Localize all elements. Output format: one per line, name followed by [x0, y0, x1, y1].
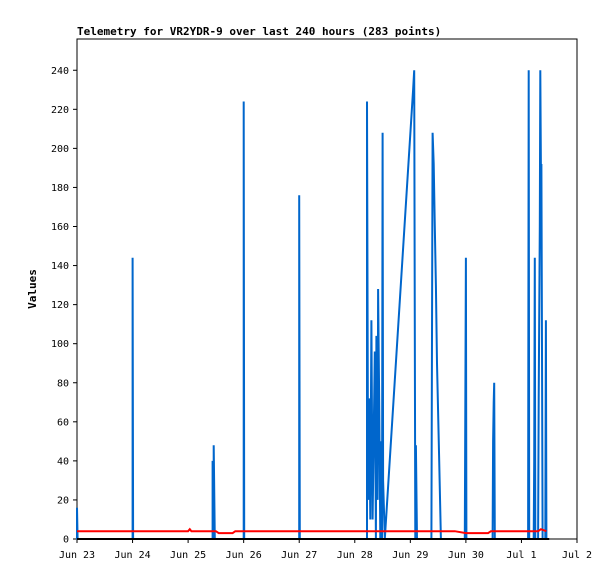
x-tick-label: Jun 26 — [226, 550, 262, 561]
y-tick-label: 40 — [57, 456, 69, 467]
x-tick-label: Jun 23 — [59, 550, 95, 561]
y-tick-label: 160 — [51, 222, 69, 233]
x-tick-label: Jun 29 — [392, 550, 428, 561]
x-axis: Jun 23 Jun 24 Jun 25 Jun 26 Jun 27 Jun 28 Jun … — [59, 539, 592, 561]
chart-title: Telemetry for VR2YDR-9 over last 240 hou… — [77, 25, 441, 38]
y-tick-label: 0 — [63, 535, 69, 546]
series-layer — [76, 70, 550, 540]
plot-frame — [76, 38, 578, 540]
y-tick-label: 240 — [51, 66, 69, 77]
y-tick-label: 120 — [51, 300, 69, 311]
x-tick-label: Jun 30 — [448, 550, 484, 561]
x-tick-label: Jul 1 — [506, 550, 536, 561]
x-tick-label: Jun 28 — [337, 550, 373, 561]
y-tick-label: 100 — [51, 339, 69, 350]
y-tick-label: 140 — [51, 261, 69, 272]
y-tick-label: 20 — [57, 495, 69, 506]
series-red-line — [77, 527, 547, 535]
y-tick-label: 80 — [57, 378, 69, 389]
y-tick-label: 60 — [57, 417, 69, 428]
y-tick-label: 200 — [51, 144, 69, 155]
series-blue-line — [76, 70, 548, 540]
y-axis-label: Values — [26, 269, 39, 309]
y-axis: 0 20 40 60 80 100 120 140 160 180 200 220 240 — [51, 66, 77, 546]
x-tick-label: Jun 24 — [114, 550, 150, 561]
y-tick-label: 180 — [51, 183, 69, 194]
x-tick-label: Jun 25 — [170, 550, 206, 561]
x-tick-label: Jul 2 — [562, 550, 592, 561]
x-tick-label: Jun 27 — [281, 550, 317, 561]
y-tick-label: 220 — [51, 105, 69, 116]
